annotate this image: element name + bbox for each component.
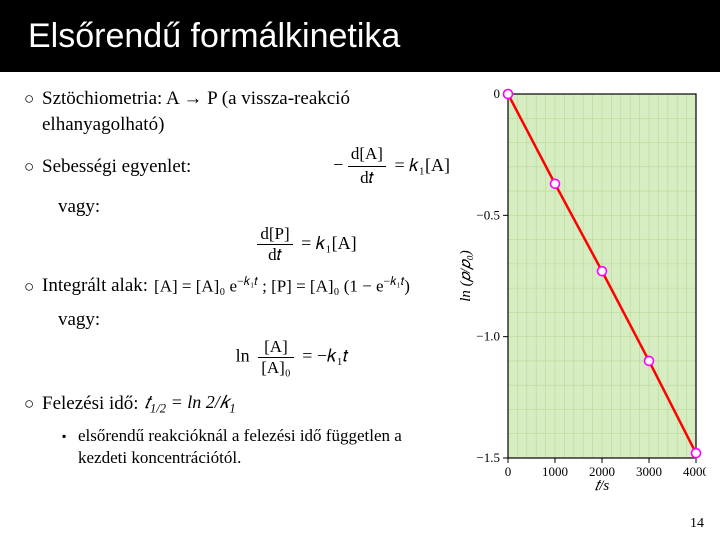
sub-marker: ▪ (62, 425, 78, 469)
den: d𝑡 (348, 167, 386, 190)
bullet-marker: ○ (24, 154, 42, 179)
svg-text:0: 0 (494, 86, 501, 101)
half-eq: 𝑡1/2 = ln 2/𝑘1 (145, 390, 236, 418)
bullet-marker: ○ (24, 86, 42, 111)
vagy-2: vagy: (58, 309, 450, 331)
svg-text:−1.5: −1.5 (476, 450, 500, 465)
rate-label: Sebességi egyenlet: (42, 154, 321, 180)
svg-text:ln (𝑝/𝑝₀): ln (𝑝/𝑝₀) (458, 250, 474, 302)
bullet-integrated: ○ Integrált alak: [A] = [A]₀ e−𝑘₁𝑡 ; [P]… (24, 273, 450, 299)
frac-ln: [A] [A]₀ (258, 337, 294, 378)
title-text: Elsőrendű formálkinetika (28, 17, 400, 56)
k: 𝑘 (220, 392, 230, 412)
bullet-marker: ○ (24, 391, 42, 416)
svg-text:0: 0 (505, 464, 512, 479)
svg-text:−1.0: −1.0 (476, 329, 500, 344)
int1-exp: −𝑘₁𝑡 (237, 274, 258, 288)
svg-text:𝑡/s: 𝑡/s (595, 478, 610, 494)
ln-eq: ln [A] [A]₀ = −𝑘₁𝑡 (134, 337, 450, 378)
rhs: = 𝑘₁[A] (301, 233, 357, 253)
svg-text:1000: 1000 (542, 464, 568, 479)
num: d[P] (257, 224, 292, 245)
rate-eq-2: d[P] d𝑡 = 𝑘₁[A] (164, 224, 450, 265)
int-eq: [A] = [A]₀ e−𝑘₁𝑡 ; [P] = [A]₀ (1 − e−𝑘₁𝑡… (154, 273, 410, 299)
int-label: Integrált alak: (42, 273, 148, 299)
rate-eq-1: − d[A] d𝑡 = 𝑘₁[A] (333, 143, 450, 190)
neg-sign: − (333, 155, 343, 175)
a: = ln 2/ (166, 392, 220, 412)
sub-text: elsőrendű reakcióknál a felezési idő füg… (78, 425, 450, 469)
vagy-1: vagy: (58, 196, 450, 218)
int2: [P] = [A]₀ (1 − e (271, 277, 383, 296)
sep: ; (262, 277, 271, 296)
svg-text:4000: 4000 (683, 464, 706, 479)
half-label: Felezési idő: (42, 391, 139, 417)
ln: ln (236, 345, 250, 365)
den: d𝑡 (257, 245, 292, 265)
rhs: = −𝑘₁𝑡 (302, 345, 348, 365)
frac-dP-dt: d[P] d𝑡 (257, 224, 292, 265)
content-area: ○ Sztöchiometria: A → P (a vissza-reakci… (0, 72, 450, 470)
rhs: = 𝑘₁[A] (394, 155, 450, 175)
k1: 1 (229, 401, 235, 415)
bullet-rate-equation: ○ Sebességi egyenlet: − d[A] d𝑡 = 𝑘₁[A] (24, 143, 450, 190)
bullet-half-life: ○ Felezési idő: 𝑡1/2 = ln 2/𝑘1 (24, 390, 450, 418)
num: [A] (258, 337, 294, 358)
stoich-text: Sztöchiometria: A → P (a vissza-reakció … (42, 86, 450, 137)
int2-exp: −𝑘₁𝑡 (384, 274, 405, 288)
page-number: 14 (690, 516, 704, 532)
bullet-marker: ○ (24, 274, 42, 299)
sub: 1/2 (150, 401, 166, 415)
close: ) (404, 277, 410, 296)
num: d[A] (348, 143, 386, 167)
chart-ln-p-vs-t: 0 1000 2000 3000 4000 0 −0.5 −1.0 −1.5 𝑡/s ln (𝑝/𝑝… (456, 86, 706, 496)
svg-text:2000: 2000 (589, 464, 615, 479)
frac-dA-dt: d[A] d𝑡 (348, 143, 386, 190)
sub-bullet: ▪ elsőrendű reakcióknál a felezési idő f… (62, 425, 450, 469)
svg-text:−0.5: −0.5 (476, 207, 500, 222)
den: [A]₀ (258, 358, 294, 378)
svg-text:3000: 3000 (636, 464, 662, 479)
int1: [A] = [A]₀ e (154, 277, 237, 296)
bullet-stoichiometry: ○ Sztöchiometria: A → P (a vissza-reakci… (24, 86, 450, 137)
slide-title: Elsőrendű formálkinetika (0, 0, 720, 72)
